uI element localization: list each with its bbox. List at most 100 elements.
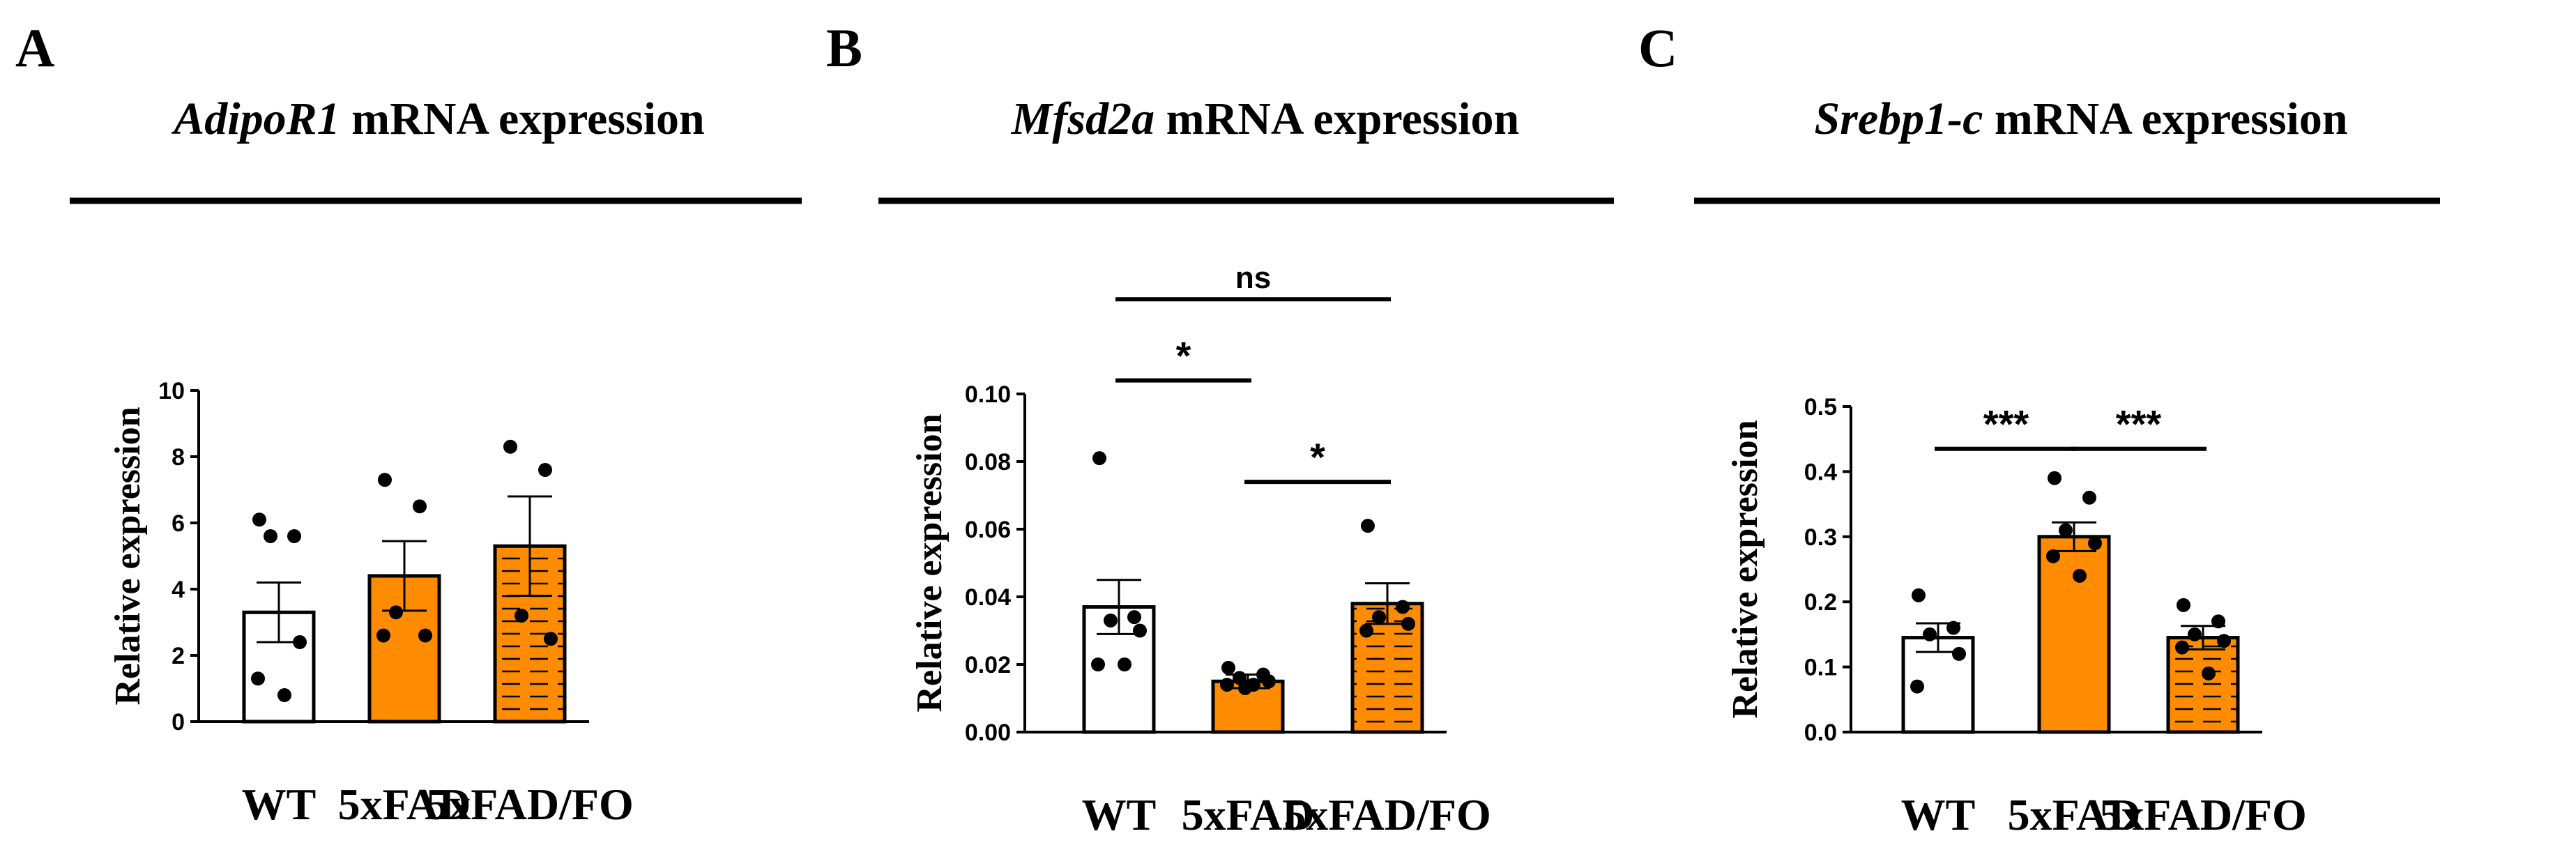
data-point: [1359, 623, 1373, 638]
panel-b-title: Mfsd2a mRNA expression: [1011, 93, 1520, 144]
data-point: [2073, 568, 2087, 583]
panel-a-plot: 0 2 4 6 8 10 Relative expression WT 5xFAD5xFAD/F…: [108, 378, 634, 829]
y-tick-label: 0.3: [1804, 524, 1837, 551]
y-tick-label: 0.0: [1804, 720, 1837, 746]
y-tick-label: 2: [172, 643, 185, 669]
y-tick-label: 0.08: [965, 449, 1011, 476]
panel-b-label: B: [826, 17, 862, 78]
y-tick-label: 0.00: [965, 720, 1011, 746]
panel-c-title-rest: mRNA expression: [1983, 93, 2347, 144]
data-point: [2059, 523, 2073, 538]
x-tick-label: WT: [242, 779, 317, 829]
panel-a-label: A: [15, 17, 54, 78]
x-tick-label: 5xFAD/FO: [2099, 790, 2306, 839]
data-point: [2202, 666, 2216, 680]
y-tick-label: 0.04: [965, 584, 1011, 611]
panel-b-title-gene: Mfsd2a: [1011, 93, 1154, 144]
data-point: [252, 512, 266, 527]
data-point: [1104, 613, 1118, 627]
data-point: [1401, 616, 1415, 631]
data-point: [1092, 451, 1106, 466]
data-point: [287, 529, 301, 543]
data-point: [544, 632, 558, 646]
data-point: [1946, 621, 1960, 635]
data-point: [1262, 674, 1276, 689]
data-point: [2188, 627, 2202, 641]
data-point: [1233, 671, 1247, 685]
data-point: [1912, 588, 1926, 602]
y-axis-label: Relative expression: [108, 406, 148, 705]
data-point: [418, 628, 432, 643]
significance-label: ***: [2116, 402, 2162, 446]
data-point: [1396, 600, 1410, 614]
y-tick-label: 6: [172, 510, 185, 537]
data-point: [1361, 519, 1375, 533]
panel-b-plot: 0.00 0.02 0.04 0.06 0.08 0.10 Relative express…: [910, 261, 1491, 839]
x-tick-label: 5xFAD: [338, 779, 471, 829]
data-point: [1220, 678, 1234, 692]
data-point: [264, 529, 277, 543]
x-tick-label: 5xFAD: [1182, 790, 1315, 839]
x-tick-label: WT: [1901, 790, 1976, 839]
data-point: [1238, 680, 1252, 695]
panel-a: A AdipoR1 mRNA expression 0 2 4 6 8 10 Relativ…: [15, 17, 802, 829]
y-tick-label: 0.5: [1804, 394, 1837, 420]
data-point: [1372, 610, 1386, 625]
panel-a-title-rest: mRNA expression: [340, 93, 705, 144]
data-point: [1221, 660, 1235, 675]
data-point: [251, 671, 265, 686]
data-point: [277, 688, 291, 702]
panel-b-title-rest: mRNA expression: [1154, 93, 1519, 144]
data-point: [2048, 471, 2061, 485]
x-tick-label: 5xFAD: [2008, 790, 2141, 839]
y-tick-label: 8: [172, 444, 185, 471]
y-tick-label: 0: [172, 709, 185, 736]
y-tick-label: 0.02: [965, 652, 1011, 678]
panel-c: C Srebp1-c mRNA expression 0.0 0.1 0.2 0.3 0.4…: [1638, 17, 2440, 839]
panel-a-title-gene: AdipoR1: [171, 93, 340, 144]
significance-label: *: [1310, 435, 1325, 479]
y-tick-label: 4: [172, 577, 185, 603]
x-tick-label: WT: [1082, 790, 1157, 839]
y-tick-label: 10: [158, 378, 185, 404]
y-axis-label: Relative expression: [910, 413, 950, 712]
y-tick-label: 0.06: [965, 517, 1011, 543]
data-point: [413, 499, 427, 514]
data-point: [2082, 490, 2096, 505]
bar-5xfad: [2037, 535, 2111, 734]
data-point: [293, 635, 307, 649]
data-point: [2175, 640, 2189, 655]
y-tick-label: 0.1: [1804, 655, 1837, 681]
significance-label: ns: [1235, 261, 1271, 295]
panel-b: B Mfsd2a mRNA expression 0.00 0.02 0.04 0.0…: [826, 17, 1614, 839]
significance-label: ***: [1983, 402, 2029, 446]
data-point: [2177, 598, 2190, 612]
data-point: [2217, 634, 2231, 648]
y-tick-label: 0.2: [1804, 589, 1837, 616]
data-point: [1952, 646, 1966, 661]
x-tick-label: 5xFAD/FO: [1283, 790, 1491, 839]
data-point: [1127, 610, 1141, 625]
y-axis-label: Relative expression: [1725, 420, 1765, 718]
panel-c-title: Srebp1-c mRNA expression: [1814, 93, 2347, 144]
data-point: [376, 628, 390, 643]
data-point: [1910, 679, 1924, 694]
data-point: [515, 609, 528, 623]
data-point: [538, 463, 552, 477]
significance-label: *: [1176, 334, 1191, 378]
data-point: [389, 605, 403, 620]
data-point: [1133, 623, 1147, 638]
data-point: [1923, 627, 1937, 641]
data-point: [1118, 657, 1131, 671]
panel-a-title: AdipoR1 mRNA expression: [171, 93, 705, 144]
panel-c-plot: 0.0 0.1 0.2 0.3 0.4 0.5 Relative expression WT 5…: [1725, 394, 2307, 839]
panel-c-label: C: [1638, 17, 1677, 78]
data-point: [378, 473, 392, 487]
data-point: [2046, 549, 2060, 563]
panel-c-title-gene: Srebp1-c: [1814, 93, 1983, 144]
x-tick-label: 5xFAD/FO: [426, 779, 633, 829]
data-point: [2088, 536, 2102, 551]
data-point: [1091, 657, 1105, 671]
y-tick-label: 0.4: [1804, 459, 1837, 485]
